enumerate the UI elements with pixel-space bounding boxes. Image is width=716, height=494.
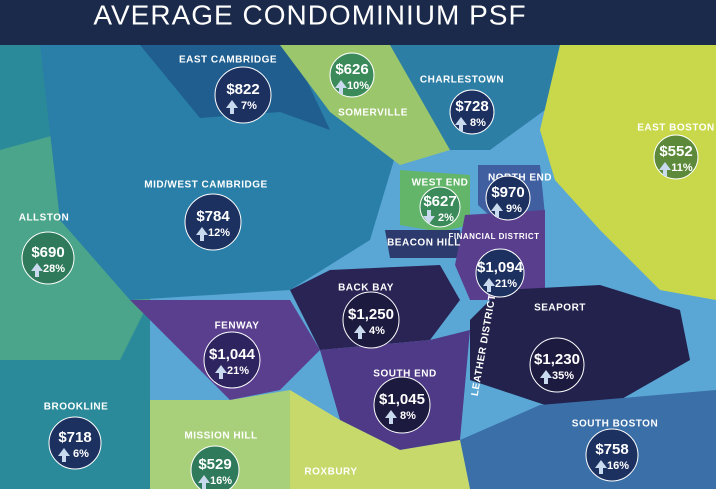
change: 2% — [438, 212, 454, 224]
change-arrow-stem — [599, 468, 603, 474]
price: $627 — [423, 193, 456, 210]
change-arrow-stem — [35, 271, 39, 277]
title-bar — [0, 0, 716, 45]
region — [470, 285, 690, 410]
change-arrow-stem — [200, 235, 204, 241]
change: 10% — [347, 80, 369, 92]
neighborhood-name: MISSION HILL — [184, 431, 257, 442]
change-arrow-stem — [544, 378, 548, 384]
change-arrow — [595, 460, 607, 468]
change-arrow — [354, 325, 366, 333]
change: 16% — [607, 460, 629, 472]
neighborhood-name: BEACON HILL — [387, 238, 461, 249]
neighborhood-name: BROOKLINE — [44, 402, 109, 413]
price: $626 — [335, 61, 368, 78]
change: 8% — [400, 410, 416, 422]
change-arrow — [31, 263, 43, 271]
change-arrow-stem — [62, 456, 66, 462]
change: 28% — [43, 263, 65, 275]
change-arrow-stem — [389, 418, 393, 424]
change-arrow — [335, 80, 347, 88]
price-circle — [342, 291, 400, 349]
change-arrow — [455, 117, 467, 125]
neighborhood-name: WEST END — [412, 178, 469, 189]
change-arrow — [659, 162, 671, 170]
price: $784 — [196, 208, 230, 225]
price-circle — [203, 331, 261, 389]
change-arrow — [491, 203, 503, 211]
change-arrow-stem — [219, 373, 223, 379]
change-arrow-stem — [427, 210, 431, 216]
change-arrow — [58, 448, 70, 456]
change: 4% — [369, 325, 385, 337]
change: 7% — [241, 100, 257, 112]
price: $970 — [491, 184, 524, 201]
change: 35% — [552, 370, 574, 382]
change: 6% — [73, 448, 89, 460]
change: 21% — [495, 278, 517, 290]
change-arrow — [540, 370, 552, 378]
price: $690 — [31, 244, 64, 261]
price: $1,044 — [209, 346, 256, 363]
change-arrow — [215, 365, 227, 373]
neighborhood-name: FINANCIAL DISTRICT — [448, 232, 539, 241]
neighborhood-name: SEAPORT — [534, 303, 586, 314]
change-arrow-stem — [358, 333, 362, 339]
region — [460, 390, 716, 489]
price-circle — [184, 193, 242, 251]
neighborhood-name: ALLSTON — [19, 213, 70, 224]
change-arrow — [483, 278, 495, 286]
price-circle — [373, 376, 431, 434]
title: AVERAGE CONDOMINIUM PSF — [93, 0, 526, 30]
neighborhood-name: SOUTH BOSTON — [572, 419, 658, 430]
change-arrow — [385, 410, 397, 418]
price: $1,250 — [348, 306, 394, 323]
price-circle — [529, 337, 585, 393]
change-arrow-stem — [339, 88, 343, 94]
neighborhood-name: EAST BOSTON — [637, 123, 715, 134]
region — [290, 390, 470, 489]
neighborhood-name: CHARLESTOWN — [420, 75, 504, 86]
price: $758 — [595, 441, 628, 458]
change-arrow — [423, 216, 435, 224]
change: 12% — [208, 227, 230, 239]
neighborhood-name: FENWAY — [215, 321, 260, 332]
region — [540, 45, 716, 300]
price: $1,094 — [477, 259, 524, 276]
neighborhood-name: SOMERVILLE — [338, 108, 408, 119]
price: $529 — [198, 456, 231, 473]
price: $728 — [455, 98, 488, 115]
neighborhood-name: ROXBURY — [304, 467, 357, 478]
change: 8% — [470, 117, 486, 129]
change-arrow — [198, 475, 210, 483]
change-arrow-stem — [230, 108, 234, 114]
region — [385, 230, 465, 258]
change-arrow — [226, 100, 238, 108]
change: 11% — [671, 162, 693, 174]
change-arrow-stem — [663, 170, 667, 176]
neighborhood-name: SOUTH END — [373, 369, 436, 380]
neighborhood-name: MID/WEST CAMBRIDGE — [144, 180, 267, 191]
price: $552 — [659, 143, 692, 160]
change-arrow-stem — [487, 286, 491, 292]
price-circle — [214, 66, 272, 124]
neighborhood-name: NORTH END — [488, 173, 552, 184]
change-arrow-stem — [495, 211, 499, 217]
neighborhood-name: EAST CAMBRIDGE — [179, 55, 277, 66]
change: 9% — [506, 203, 522, 215]
price: $1,045 — [379, 391, 425, 408]
change: 21% — [227, 365, 249, 377]
price: $718 — [58, 429, 91, 446]
region — [150, 390, 310, 489]
change-arrow — [196, 227, 208, 235]
change-arrow-stem — [202, 483, 206, 489]
price: $1,230 — [534, 351, 580, 368]
change-arrow-stem — [459, 125, 463, 131]
price: $822 — [226, 81, 259, 98]
change: 16% — [210, 475, 232, 487]
neighborhood-name: BACK BAY — [338, 283, 394, 294]
